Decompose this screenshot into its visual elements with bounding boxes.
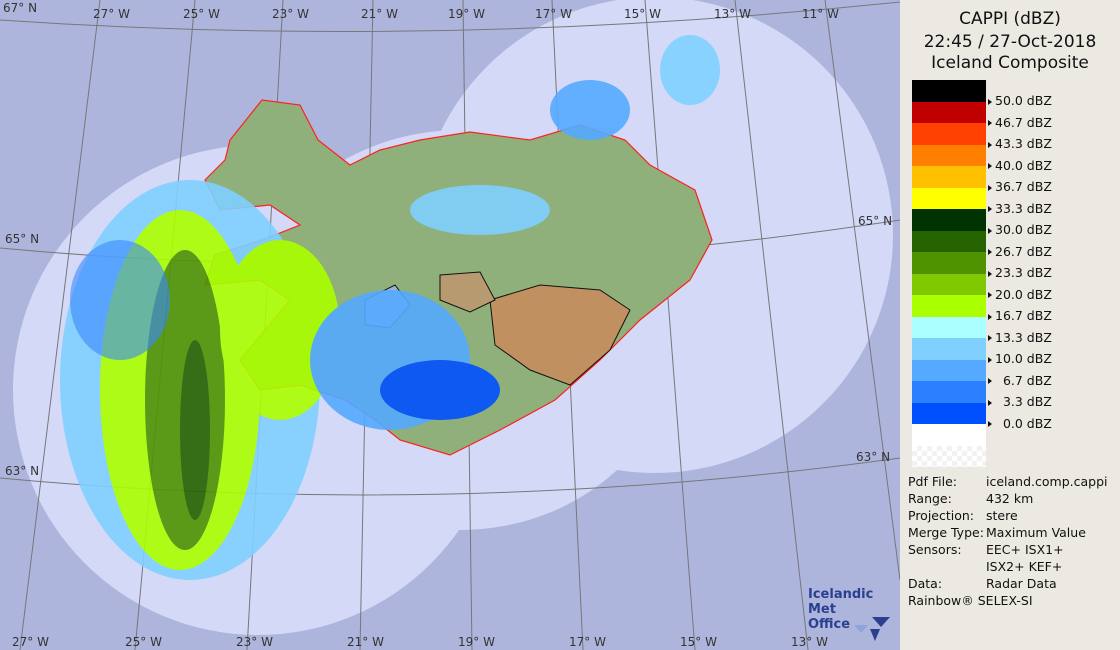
- svg-text:17° W: 17° W: [535, 7, 572, 21]
- svg-text:65° N: 65° N: [5, 232, 39, 246]
- info-key: Merge Type:: [908, 525, 984, 540]
- legend-label: 50.0 dBZ: [988, 93, 1052, 108]
- svg-text:19° W: 19° W: [448, 7, 485, 21]
- info-value: Radar Data: [986, 576, 1057, 591]
- legend-swatch: [912, 338, 986, 360]
- svg-text:27° W: 27° W: [12, 635, 49, 649]
- legend-swatch: [912, 230, 986, 252]
- svg-text:13° W: 13° W: [791, 635, 828, 649]
- svg-text:63° N: 63° N: [856, 450, 890, 464]
- svg-text:65° N: 65° N: [858, 214, 892, 228]
- legend-swatch: [912, 273, 986, 295]
- legend-swatch: [912, 402, 986, 424]
- legend-label: 0.0 dBZ: [988, 416, 1052, 431]
- svg-text:25° W: 25° W: [125, 635, 162, 649]
- legend-panel: CAPPI (dBZ) 22:45 / 27-Oct-2018 Iceland …: [900, 0, 1120, 650]
- svg-text:23° W: 23° W: [272, 7, 309, 21]
- map-canvas: 27° W 25° W 23° W 21° W 19° W 17° W 15° …: [0, 0, 900, 650]
- legend-swatch: [912, 187, 986, 209]
- svg-text:17° W: 17° W: [569, 635, 606, 649]
- legend-label: 30.0 dBZ: [988, 222, 1052, 237]
- svg-text:63° N: 63° N: [5, 464, 39, 478]
- info-key: Range:: [908, 491, 952, 506]
- svg-text:25° W: 25° W: [183, 7, 220, 21]
- svg-text:15° W: 15° W: [624, 7, 661, 21]
- svg-text:27° W: 27° W: [93, 7, 130, 21]
- legend-swatch: [912, 209, 986, 231]
- svg-text:19° W: 19° W: [458, 635, 495, 649]
- legend-label: 16.7 dBZ: [988, 308, 1052, 323]
- info-key: Pdf File:: [908, 474, 957, 489]
- legend-swatch: [912, 316, 986, 338]
- info-value: iceland.comp.cappi: [986, 474, 1108, 489]
- legend-swatch: [912, 166, 986, 188]
- legend-label: 36.7 dBZ: [988, 179, 1052, 194]
- precipitation-echoes: [60, 35, 720, 580]
- legend-swatch: [912, 252, 986, 274]
- legend-label: 43.3 dBZ: [988, 136, 1052, 151]
- info-value: 432 km: [986, 491, 1034, 506]
- legend-swatch: [912, 80, 986, 102]
- svg-text:23° W: 23° W: [236, 635, 273, 649]
- legend-swatch: [912, 424, 986, 446]
- legend-label: 46.7 dBZ: [988, 115, 1052, 130]
- legend-label: 6.7 dBZ: [988, 373, 1052, 388]
- product-title: CAPPI (dBZ): [959, 9, 1061, 29]
- svg-text:11° W: 11° W: [802, 7, 839, 21]
- composite-name: Iceland Composite: [931, 53, 1089, 73]
- legend-label: 13.3 dBZ: [988, 330, 1052, 345]
- legend-label: 33.3 dBZ: [988, 201, 1052, 216]
- legend-swatch: [912, 144, 986, 166]
- svg-text:13° W: 13° W: [714, 7, 751, 21]
- info-value: EEC+ ISX1+: [986, 542, 1064, 557]
- imo-logo-mark-icon: [854, 617, 890, 641]
- info-value: stere: [986, 508, 1018, 523]
- radar-map[interactable]: 27° W 25° W 23° W 21° W 19° W 17° W 15° …: [0, 0, 900, 650]
- legend-label: 26.7 dBZ: [988, 244, 1052, 259]
- legend-nodata-swatch: [912, 445, 986, 467]
- info-key: Sensors:: [908, 542, 962, 557]
- legend-swatch: [912, 295, 986, 317]
- svg-text:21° W: 21° W: [347, 635, 384, 649]
- info-value: Maximum Value: [986, 525, 1086, 540]
- legend-swatch: [912, 359, 986, 381]
- legend-label: 20.0 dBZ: [988, 287, 1052, 302]
- legend-swatch: [912, 101, 986, 123]
- legend-label: 40.0 dBZ: [988, 158, 1052, 173]
- legend-swatch: [912, 381, 986, 403]
- legend-label: 3.3 dBZ: [988, 394, 1052, 409]
- legend-label: 23.3 dBZ: [988, 265, 1052, 280]
- info-key: Projection:: [908, 508, 975, 523]
- info-value: ISX2+ KEF+: [986, 559, 1063, 574]
- svg-text:67° N: 67° N: [3, 1, 37, 15]
- imo-logo: Icelandic Met Office: [808, 587, 898, 642]
- timestamp: 22:45 / 27-Oct-2018: [923, 32, 1097, 52]
- graticule-labels: 27° W 25° W 23° W 21° W 19° W 17° W 15° …: [3, 1, 892, 649]
- credit: Rainbow® SELEX-SI: [908, 593, 1033, 608]
- svg-text:15° W: 15° W: [680, 635, 717, 649]
- svg-text:21° W: 21° W: [361, 7, 398, 21]
- legend-label: 10.0 dBZ: [988, 351, 1052, 366]
- legend-swatch: [912, 123, 986, 145]
- info-key: Data:: [908, 576, 943, 591]
